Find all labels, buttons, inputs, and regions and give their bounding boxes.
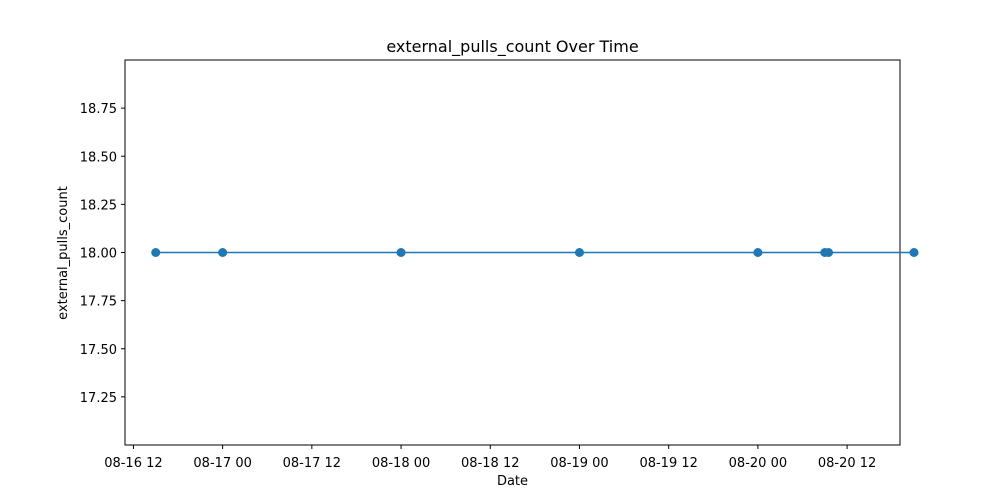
x-axis-label: Date	[497, 474, 528, 489]
y-tick-label: 17.50	[80, 343, 117, 358]
x-axis: 08-16 12 08-17 00 08-17 12 08-18 00 08-18 12…	[104, 445, 876, 471]
plot-area	[124, 59, 919, 446]
y-tick-label: 17.25	[80, 391, 117, 406]
y-tick-label: 18.25	[80, 198, 117, 213]
x-tick-label: 08-18 00	[372, 456, 430, 471]
x-tick-label: 08-17 12	[283, 456, 341, 471]
x-tick-label: 08-19 12	[639, 456, 697, 471]
y-tick-label: 18.50	[80, 150, 117, 165]
data-point	[396, 248, 406, 257]
y-axis-label: external_pulls_count	[56, 186, 71, 320]
data-point	[909, 248, 919, 257]
data-point	[824, 248, 834, 257]
x-tick-label: 08-20 00	[729, 456, 787, 471]
x-tick-label: 08-20 12	[818, 456, 876, 471]
y-axis: 17.25 17.50 17.75 18.00 18.25 18.50 18.75	[80, 102, 125, 406]
y-tick-label: 18.00	[80, 247, 117, 262]
data-point	[574, 248, 584, 257]
x-tick-label: 08-18 12	[461, 456, 519, 471]
data-point	[151, 248, 161, 257]
y-tick-label: 18.75	[80, 102, 117, 117]
data-point	[218, 248, 228, 257]
chart-title: external_pulls_count Over Time	[386, 37, 638, 57]
x-tick-label: 08-17 00	[193, 456, 251, 471]
x-tick-label: 08-19 00	[550, 456, 608, 471]
data-point	[753, 248, 763, 257]
y-tick-label: 17.75	[80, 295, 117, 310]
x-tick-label: 08-16 12	[104, 456, 162, 471]
